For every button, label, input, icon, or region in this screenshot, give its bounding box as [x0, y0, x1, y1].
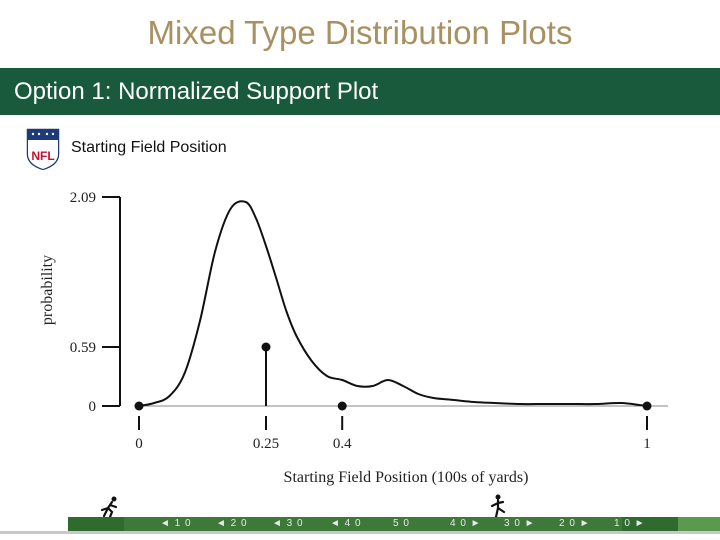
section-banner-text: Option 1: Normalized Support Plot — [14, 78, 379, 105]
density-curve — [138, 200, 648, 407]
chart-title: Starting Field Position — [71, 139, 227, 156]
y-axis-label: probability — [39, 255, 56, 325]
density-curve-layer — [138, 200, 648, 407]
yard-label: ◄ 2 0 — [216, 518, 248, 529]
point-mass-dot — [642, 401, 652, 411]
x-axis-label: Starting Field Position (100s of yards) — [284, 469, 529, 486]
runner-icon — [100, 496, 118, 518]
nfl-logo-icon: NFL — [25, 127, 61, 172]
point-mass-dot — [261, 342, 271, 352]
endzone-left — [68, 517, 124, 531]
point-mass-layer — [134, 342, 652, 411]
y-tick-label: 0.59 — [70, 340, 96, 356]
x-tick-label: 0.4 — [333, 436, 352, 452]
x-tick-label: 0.25 — [253, 436, 279, 452]
y-tick-label: 2.09 — [70, 190, 96, 206]
point-mass-dot — [134, 401, 144, 411]
slide-title: Mixed Type Distribution Plots — [147, 14, 573, 51]
chart-axes: 0 0.59 2.09 0 0.25 0.4 1 — [70, 190, 668, 452]
field-border — [0, 531, 720, 534]
yard-label: ◄ 4 0 — [330, 518, 362, 529]
sideline-strip — [678, 517, 720, 531]
yard-label: 2 0 ► — [559, 518, 591, 529]
kicker-icon — [490, 494, 506, 518]
yard-label: 4 0 ► — [450, 518, 482, 529]
endzone-right — [622, 517, 678, 531]
point-mass-dot — [337, 401, 347, 411]
yard-label: ◄ 3 0 — [272, 518, 304, 529]
yard-label: ◄ 1 0 — [160, 518, 192, 529]
football-field-strip — [68, 517, 678, 531]
x-tick-label: 1 — [643, 436, 651, 452]
section-banner — [0, 68, 720, 115]
x-tick-label: 0 — [135, 436, 143, 452]
logo-text: NFL — [31, 149, 54, 163]
yard-label: 3 0 ► — [504, 518, 536, 529]
yard-label: 1 0 ► — [614, 518, 646, 529]
y-tick-label: 0 — [89, 399, 97, 415]
yard-label: 5 0 — [393, 518, 410, 529]
